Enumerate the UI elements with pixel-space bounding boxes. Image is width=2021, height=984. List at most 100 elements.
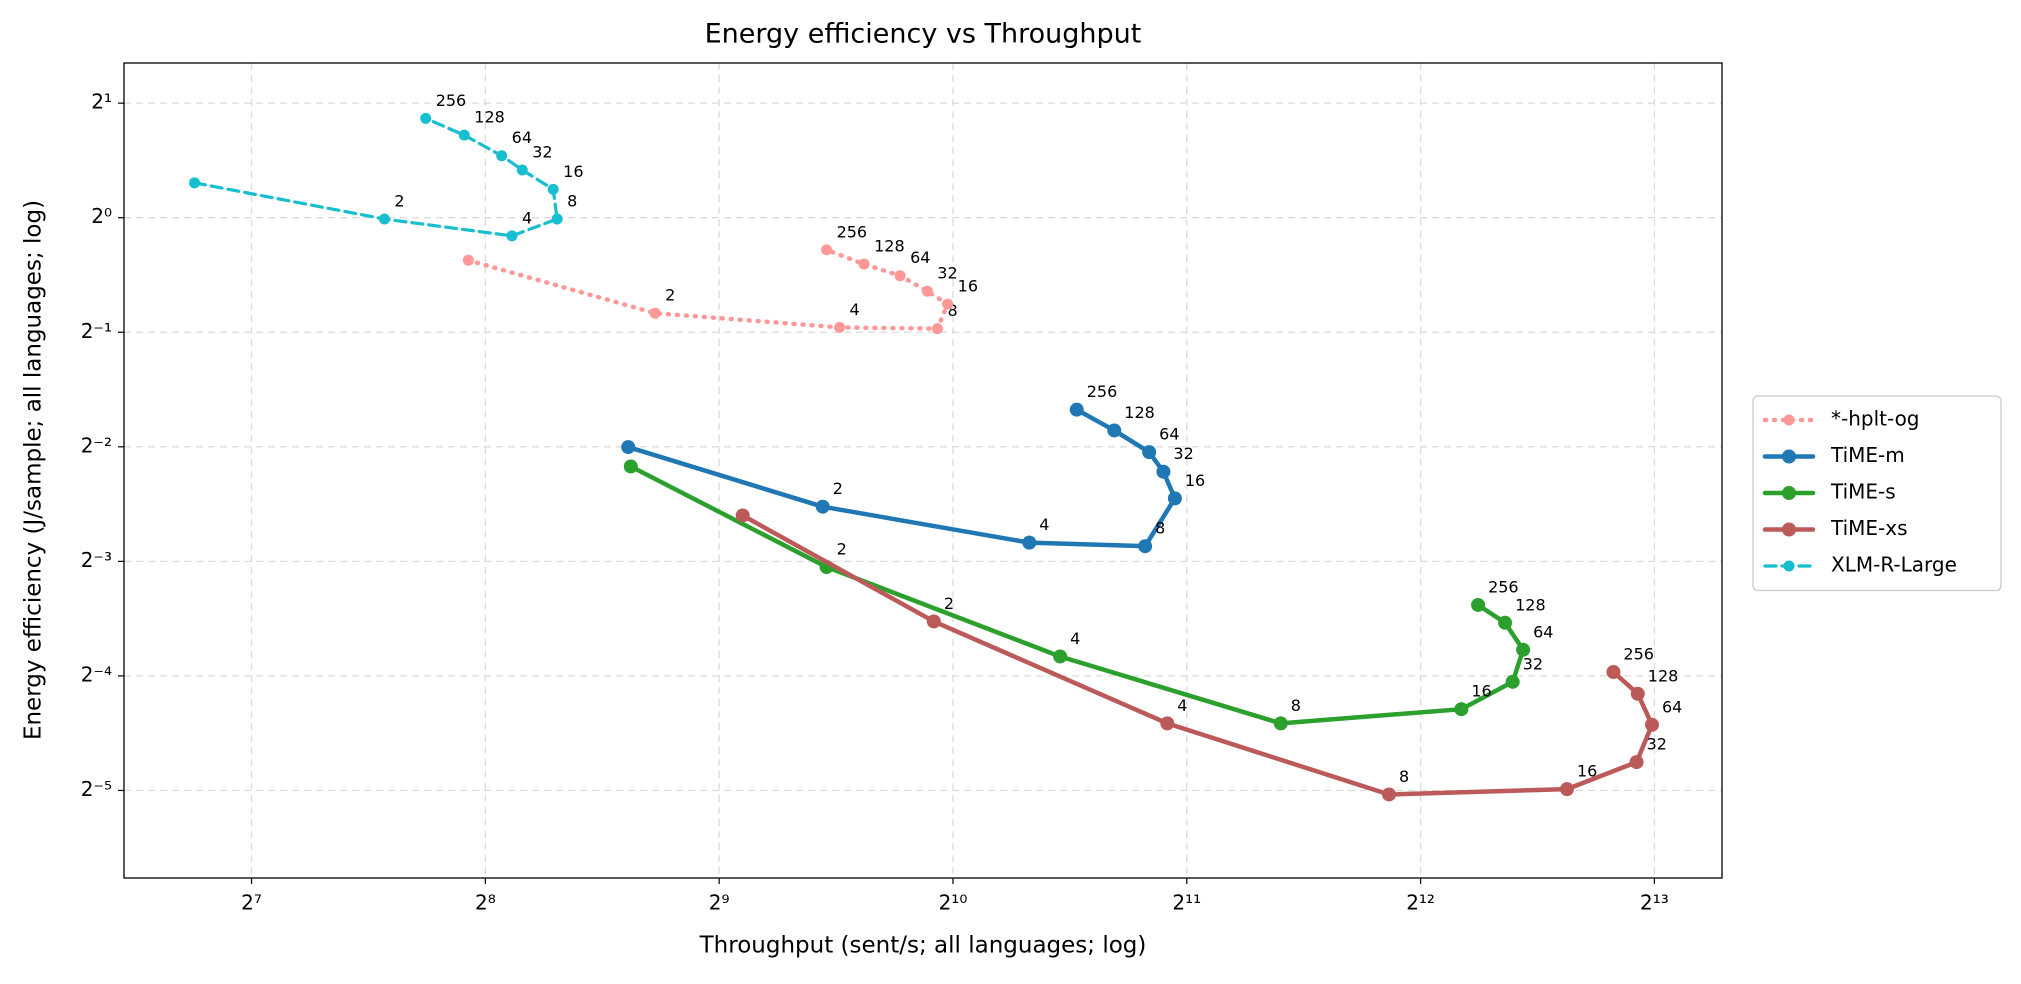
data-point (1498, 615, 1513, 630)
point-label: 8 (1155, 519, 1165, 538)
point-label: 2 (833, 479, 843, 498)
point-label: 32 (1523, 654, 1543, 673)
x-tick-label: 2¹³ (1640, 891, 1669, 915)
y-tick-label: 2⁻⁵ (81, 777, 112, 801)
data-point (1644, 717, 1659, 732)
point-label: 16 (1471, 682, 1491, 701)
point-label: 2 (944, 594, 954, 613)
data-point (834, 321, 846, 333)
x-tick-label: 2⁸ (475, 891, 496, 915)
point-label: 64 (1533, 622, 1553, 641)
legend-label: TiME-s (1830, 480, 1896, 504)
data-point (815, 499, 830, 514)
data-point (926, 614, 941, 629)
data-point (496, 150, 508, 162)
data-point (516, 164, 528, 176)
x-axis-label: Throughput (sent/s; all languages; log) (699, 933, 1147, 959)
data-point (1505, 674, 1520, 689)
point-label: 128 (874, 237, 905, 256)
y-tick-label: 2⁻³ (81, 548, 112, 572)
data-point (894, 270, 906, 282)
point-label: 256 (436, 91, 467, 110)
point-label: 8 (1399, 767, 1409, 786)
point-label: 16 (563, 162, 583, 181)
data-point (458, 129, 470, 141)
point-label: 8 (1291, 696, 1301, 715)
point-label: 4 (1070, 629, 1080, 648)
point-label: 64 (910, 248, 930, 267)
y-tick-label: 2¹ (91, 90, 112, 114)
data-point (1471, 597, 1486, 612)
data-point (1069, 402, 1084, 417)
data-point (1142, 445, 1157, 460)
data-point (1160, 716, 1175, 731)
data-point (1629, 755, 1644, 770)
y-tick-label: 2⁻¹ (81, 319, 112, 343)
data-point (649, 307, 661, 319)
point-label: 128 (1648, 666, 1679, 685)
data-point (462, 254, 474, 266)
data-point (931, 323, 943, 335)
point-label: 256 (1623, 644, 1654, 663)
point-label: 256 (837, 222, 868, 241)
point-label: 8 (947, 301, 957, 320)
legend-marker (1782, 522, 1796, 537)
point-label: 2 (837, 540, 847, 559)
legend-marker (1783, 560, 1795, 572)
data-point (821, 244, 833, 256)
data-point (547, 183, 559, 195)
point-label: 32 (937, 264, 957, 283)
point-label: 2 (665, 286, 675, 305)
legend-label: TiME-xs (1830, 516, 1908, 540)
data-point (621, 440, 636, 455)
data-point (420, 112, 432, 124)
data-point (551, 213, 563, 225)
data-point (1454, 702, 1469, 717)
x-tick-label: 2⁷ (241, 891, 262, 915)
legend-marker (1783, 414, 1795, 426)
data-point (378, 213, 390, 225)
x-tick-label: 2¹¹ (1172, 891, 1201, 915)
point-label: 16 (1577, 762, 1597, 781)
data-point (1053, 649, 1068, 664)
point-label: 32 (532, 142, 552, 161)
legend-marker (1782, 486, 1796, 500)
data-point (921, 285, 933, 297)
point-label: 4 (522, 208, 532, 227)
data-point (506, 230, 518, 242)
data-point (189, 177, 201, 189)
point-label: 32 (1173, 444, 1193, 463)
data-point (942, 298, 954, 310)
data-point (1022, 535, 1037, 550)
data-point (1382, 787, 1397, 802)
data-point (1606, 664, 1621, 679)
data-point (735, 508, 750, 523)
data-point (1559, 782, 1574, 797)
point-label: 16 (1185, 471, 1205, 490)
data-point (623, 459, 638, 474)
point-label: 128 (1515, 595, 1546, 614)
point-label: 64 (512, 128, 532, 147)
data-point (1107, 423, 1122, 438)
y-axis-label: Energy efficiency (J/sample; all languag… (21, 200, 47, 740)
x-tick-label: 2⁹ (709, 891, 730, 915)
point-label: 4 (1039, 515, 1049, 534)
point-label: 4 (850, 300, 860, 319)
data-point (858, 258, 870, 270)
point-label: 16 (958, 277, 978, 296)
chart-title: Energy efficiency vs Throughput (705, 19, 1142, 50)
legend-box (1752, 395, 2002, 592)
point-label: 256 (1087, 382, 1118, 401)
point-label: 8 (567, 192, 577, 211)
x-tick-label: 2¹⁰ (939, 891, 968, 915)
point-label: 128 (1124, 403, 1155, 422)
legend-label: *-hplt-og (1831, 407, 1920, 431)
y-tick-label: 2⁻² (81, 433, 112, 457)
data-point (1138, 539, 1153, 554)
point-label: 32 (1647, 735, 1667, 754)
data-point (1630, 686, 1645, 701)
legend-marker (1782, 449, 1796, 464)
